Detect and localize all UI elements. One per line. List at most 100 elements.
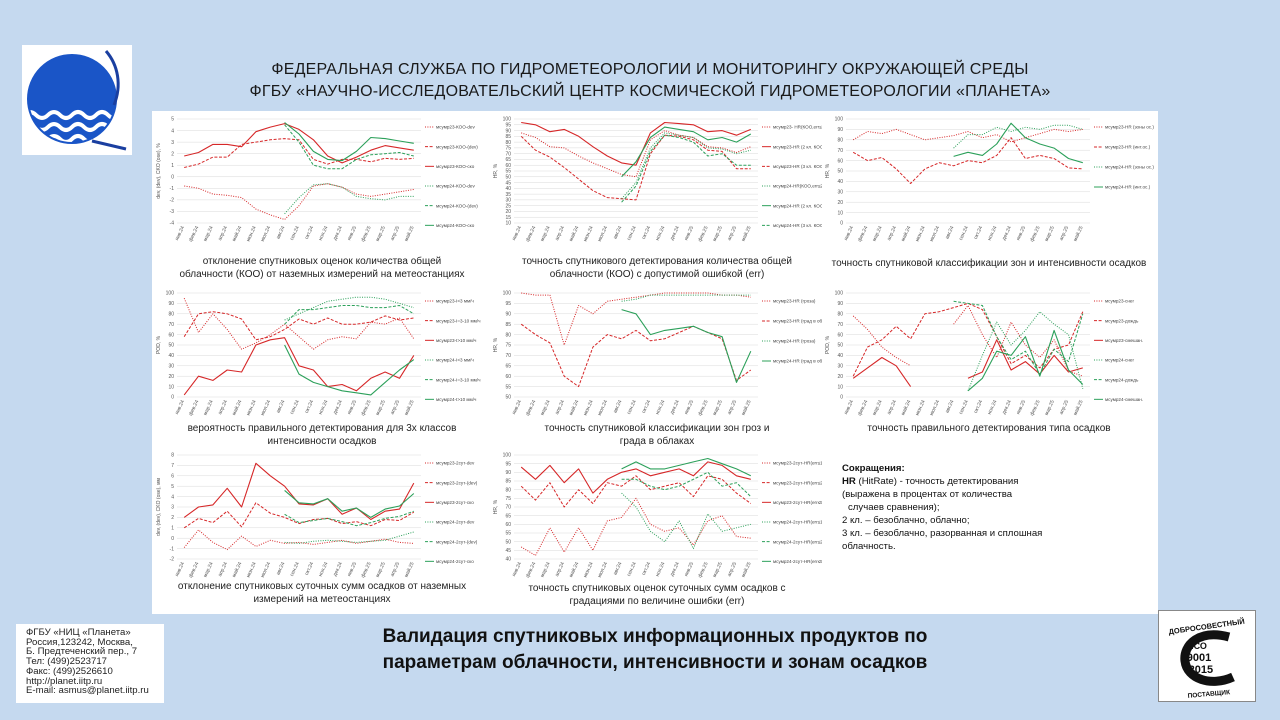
x-tick-label: апр.25 bbox=[1058, 399, 1070, 416]
y-tick-label: 0 bbox=[840, 221, 843, 227]
legend-entry: мсумр24-HR (инт.ос.) bbox=[1105, 185, 1151, 190]
x-tick-label: окт.24 bbox=[304, 561, 315, 576]
chart-cloud-hitrate: 10 15 20 25 30 35 40 45 50 55 60 65 70 75 80 85 90 95 100 H… bbox=[492, 113, 822, 253]
y-tick-label: 80 bbox=[168, 312, 174, 318]
caption-chart-1: отклонение спутниковых оценок количества… bbox=[179, 256, 465, 280]
x-tick-label: фев.24 bbox=[188, 225, 201, 243]
y-tick-label: 55 bbox=[505, 384, 511, 390]
y-tick-label: 30 bbox=[837, 364, 843, 370]
header-line-2: ФГБУ «НАУЧНО-ИССЛЕДОВАТЕЛЬСКИЙ ЦЕНТР КОС… bbox=[249, 83, 1051, 100]
y-tick-label: 10 bbox=[837, 210, 843, 216]
x-tick-label: мар.25 bbox=[375, 561, 387, 578]
x-tick-label: окт.24 bbox=[973, 399, 984, 414]
x-tick-label: янв.24 bbox=[174, 399, 186, 415]
y-tick-label: 90 bbox=[837, 301, 843, 307]
x-tick-label: янв.24 bbox=[511, 561, 523, 577]
chart-svg: -2 -1 0 1 2 3 4 5 6 7 8 dev, (dev), CKO (ose), мм ян… bbox=[156, 453, 478, 579]
x-tick-label: мар.24 bbox=[203, 225, 215, 242]
y-tick-label: 100 bbox=[835, 117, 844, 123]
x-tick-label: фев.25 bbox=[1029, 225, 1042, 243]
x-tick-label: июл.24 bbox=[260, 399, 272, 417]
x-tick-label: янв.25 bbox=[346, 225, 358, 241]
caption-chart-5: точность спутниковой классификации зон г… bbox=[544, 423, 770, 447]
x-tick-label: фев.24 bbox=[188, 399, 201, 417]
y-tick-label: 6 bbox=[171, 474, 174, 480]
caption-chart-4: вероятность правильного детектирования д… bbox=[187, 423, 457, 447]
y-tick-label: 25 bbox=[505, 203, 511, 209]
x-tick-label: май.24 bbox=[899, 399, 912, 417]
legend-entry: мсумр23-HR (инт.ос.) bbox=[1105, 145, 1151, 150]
abbreviation-3cl: 3 кл. – безоблачно, разорванная и сплошн… bbox=[842, 528, 1043, 539]
y-tick-label: 65 bbox=[505, 364, 511, 370]
x-tick-label: янв.25 bbox=[1015, 399, 1027, 415]
legend-entry: мсумр24-HR(КОО,err≤2 окт.) bbox=[773, 184, 822, 189]
x-tick-label: авг.24 bbox=[275, 225, 286, 240]
x-tick-label: май.25 bbox=[740, 399, 753, 417]
x-tick-label: май.24 bbox=[899, 225, 912, 243]
x-tick-label: июл.24 bbox=[929, 399, 941, 417]
y-tick-label: 65 bbox=[505, 157, 511, 163]
y-tick-label: 50 bbox=[837, 169, 843, 175]
y-tick-label: 30 bbox=[837, 190, 843, 196]
series-line-5 bbox=[953, 300, 1084, 375]
legend-entry: мсумр24-2сут-dev bbox=[436, 520, 475, 525]
x-tick-label: мар.24 bbox=[540, 561, 552, 578]
legend-entry: мсумр24-КОО-(dev) bbox=[436, 203, 478, 208]
y-tick-label: 20 bbox=[837, 200, 843, 206]
x-tick-label: янв.25 bbox=[683, 399, 695, 415]
chart-svg: 0 10 20 30 40 50 60 70 80 90 100 POD, % янв.24 фев.24… bbox=[156, 291, 481, 417]
y-tick-label: 80 bbox=[505, 332, 511, 338]
y-tick-label: 60 bbox=[505, 163, 511, 169]
x-tick-label: май.25 bbox=[403, 399, 416, 417]
y-tick-label: 80 bbox=[505, 487, 511, 493]
y-tick-label: 65 bbox=[505, 513, 511, 519]
y-tick-label: 80 bbox=[505, 140, 511, 146]
x-tick-label: сен.24 bbox=[626, 399, 638, 415]
x-tick-label: янв.25 bbox=[346, 399, 358, 415]
y-tick-label: 60 bbox=[168, 332, 174, 338]
y-tick-label: -3 bbox=[170, 209, 175, 215]
y-tick-label: 10 bbox=[837, 384, 843, 390]
legend-entry: мсумр24-смешан. bbox=[1105, 397, 1143, 402]
x-tick-label: янв.24 bbox=[511, 399, 523, 415]
series-line-4 bbox=[621, 492, 751, 550]
contact-line: Б. Предтеченский пер., 7 bbox=[26, 646, 138, 658]
header-line-1: ФЕДЕРАЛЬНАЯ СЛУЖБА ПО ГИДРОМЕТЕОРОЛОГИИ … bbox=[271, 61, 1029, 78]
series-line-4 bbox=[621, 309, 752, 383]
x-tick-label: янв.25 bbox=[683, 561, 695, 577]
x-tick-label: апр.25 bbox=[389, 399, 401, 416]
series-line-6 bbox=[621, 134, 751, 203]
series-line-5 bbox=[284, 510, 414, 527]
y-axis-label: dev, (dev), CKO (ose), % bbox=[156, 143, 162, 199]
contact-email[interactable]: E-mail: asmus@planet.iitp.ru bbox=[26, 685, 149, 697]
x-tick-label: сен.24 bbox=[958, 225, 970, 241]
x-tick-label: май.25 bbox=[740, 561, 753, 579]
x-tick-label: мар.25 bbox=[712, 561, 724, 578]
series-line-5 bbox=[621, 471, 752, 497]
y-tick-label: 100 bbox=[503, 453, 512, 459]
legend-entry: мсумр23-2сут-dev bbox=[436, 461, 475, 466]
contact-block: ФГБУ «НИЦ «Планета» Россия,123242, Москв… bbox=[16, 624, 164, 703]
contact-line: ФГБУ «НИЦ «Планета» bbox=[26, 627, 131, 638]
y-tick-label: 50 bbox=[168, 343, 174, 349]
x-tick-label: апр.25 bbox=[1058, 225, 1070, 242]
y-axis-label: HR, % bbox=[493, 337, 499, 352]
y-tick-label: 2 bbox=[171, 151, 174, 157]
legend-entry: мсумр23-HR (гроза) bbox=[773, 299, 816, 304]
y-tick-label: 100 bbox=[835, 291, 844, 297]
x-tick-label: сен.24 bbox=[289, 561, 301, 577]
series-line-4 bbox=[953, 122, 1083, 164]
x-tick-label: фев.25 bbox=[360, 225, 373, 243]
y-tick-label: 1 bbox=[171, 163, 174, 169]
series-line-2 bbox=[852, 137, 1083, 184]
y-tick-label: 90 bbox=[505, 128, 511, 134]
legend-entry: мсумр23-смешан. bbox=[1105, 338, 1143, 343]
y-tick-label: 5 bbox=[171, 484, 174, 490]
page-title: Валидация спутниковых информационных про… bbox=[382, 626, 928, 673]
chart-daily-precip-hitrate: 40 45 50 55 60 65 70 75 80 85 90 95 100 HR, % янв.24 фе… bbox=[492, 449, 822, 589]
series-line-3 bbox=[183, 462, 415, 521]
contact-link[interactable]: http://planet.iitp.ru bbox=[26, 675, 103, 687]
x-tick-label: окт.24 bbox=[641, 561, 652, 576]
series-line-1 bbox=[521, 130, 751, 178]
